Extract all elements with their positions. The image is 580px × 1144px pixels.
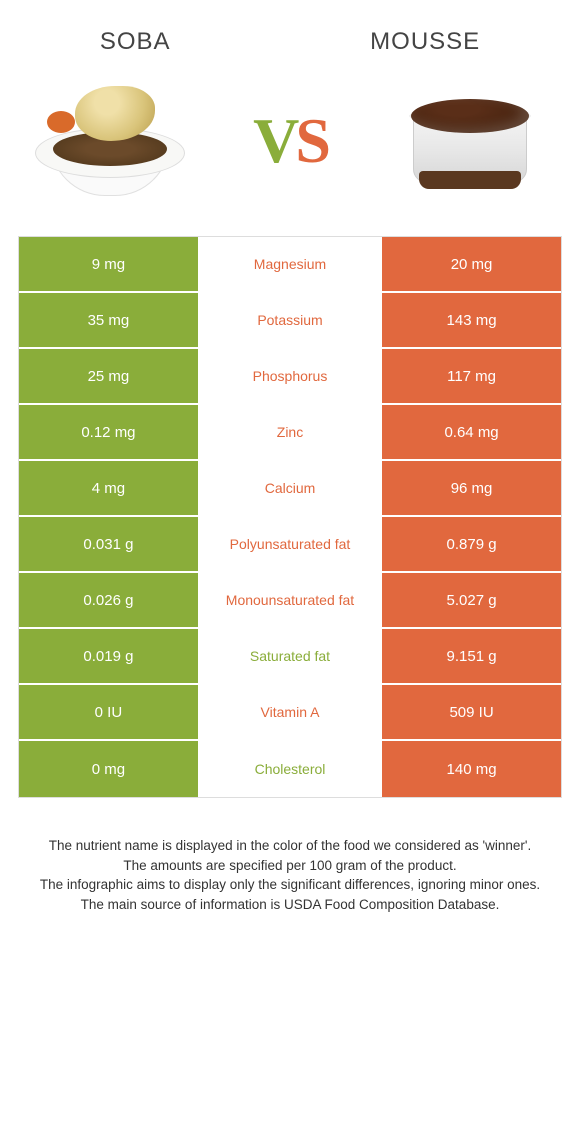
nutrient-label: Saturated fat [198,629,382,683]
footer-line: The nutrient name is displayed in the co… [34,836,546,856]
right-value: 117 mg [382,349,561,403]
nutrient-label: Monounsaturated fat [198,573,382,627]
images-row: VS [0,66,580,236]
nutrient-label: Phosphorus [198,349,382,403]
right-value: 143 mg [382,293,561,347]
left-value: 0 IU [19,685,198,739]
right-value: 5.027 g [382,573,561,627]
vs-v: V [253,105,295,176]
nutrient-row: 0.026 gMonounsaturated fat5.027 g [19,573,561,629]
right-value: 0.64 mg [382,405,561,459]
nutrient-row: 0 IUVitamin A509 IU [19,685,561,741]
left-value: 9 mg [19,237,198,291]
left-value: 0.031 g [19,517,198,571]
nutrient-label: Calcium [198,461,382,515]
right-value: 140 mg [382,741,561,797]
nutrient-label: Zinc [198,405,382,459]
nutrient-row: 4 mgCalcium96 mg [19,461,561,517]
title-soba: soba [100,28,171,56]
right-value: 20 mg [382,237,561,291]
right-value: 9.151 g [382,629,561,683]
right-value: 0.879 g [382,517,561,571]
soba-image [30,76,190,206]
left-value: 35 mg [19,293,198,347]
vs-s: S [295,105,327,176]
nutrient-row: 0.12 mgZinc0.64 mg [19,405,561,461]
mousse-image [390,76,550,206]
nutrient-label: Potassium [198,293,382,347]
left-value: 0.026 g [19,573,198,627]
nutrient-row: 0 mgCholesterol140 mg [19,741,561,797]
title-mousse: mousse [370,28,480,56]
nutrient-row: 35 mgPotassium143 mg [19,293,561,349]
vs-label: VS [253,104,327,178]
nutrient-label: Polyunsaturated fat [198,517,382,571]
right-value: 509 IU [382,685,561,739]
nutrient-label: Cholesterol [198,741,382,797]
right-value: 96 mg [382,461,561,515]
nutrient-row: 9 mgMagnesium20 mg [19,237,561,293]
footer-line: The amounts are specified per 100 gram o… [34,856,546,876]
left-value: 0.12 mg [19,405,198,459]
nutrient-row: 25 mgPhosphorus117 mg [19,349,561,405]
left-value: 4 mg [19,461,198,515]
footer-line: The main source of information is USDA F… [34,895,546,915]
left-value: 0 mg [19,741,198,797]
nutrient-label: Magnesium [198,237,382,291]
left-value: 25 mg [19,349,198,403]
footer-line: The infographic aims to display only the… [34,875,546,895]
nutrient-label: Vitamin A [198,685,382,739]
header: soba mousse [0,0,580,66]
nutrient-row: 0.019 gSaturated fat9.151 g [19,629,561,685]
nutrient-row: 0.031 gPolyunsaturated fat0.879 g [19,517,561,573]
nutrient-table: 9 mgMagnesium20 mg35 mgPotassium143 mg25… [18,236,562,798]
footer-notes: The nutrient name is displayed in the co… [0,798,580,914]
left-value: 0.019 g [19,629,198,683]
